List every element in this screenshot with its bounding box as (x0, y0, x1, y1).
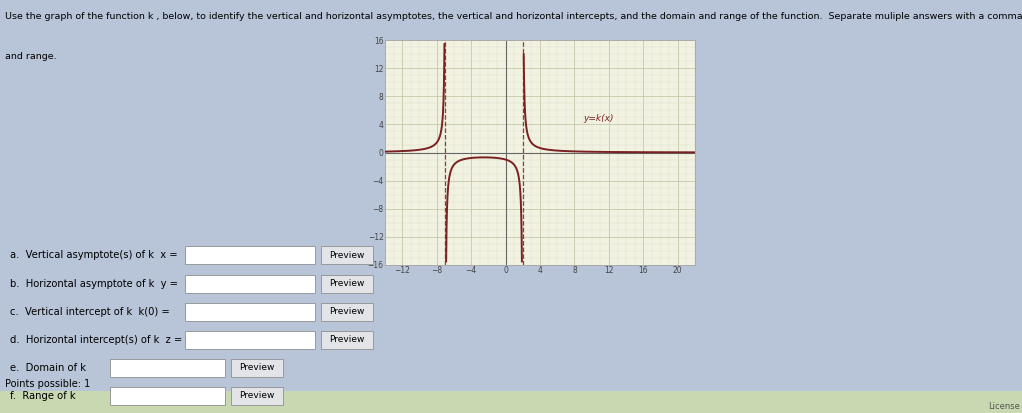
Text: f.  Range of k: f. Range of k (10, 391, 76, 401)
Text: Preview: Preview (239, 392, 275, 401)
Text: a.  Vertical asymptote(s) of k  x =: a. Vertical asymptote(s) of k x = (10, 250, 178, 260)
Text: d.  Horizontal intercept(s) of k  z =: d. Horizontal intercept(s) of k z = (10, 335, 183, 345)
Text: e.  Domain of k: e. Domain of k (10, 363, 86, 373)
Text: and range.: and range. (5, 52, 57, 61)
Text: License: License (988, 402, 1020, 411)
Text: y=k(x): y=k(x) (584, 114, 613, 123)
Text: Preview: Preview (329, 335, 365, 344)
Text: Preview: Preview (329, 308, 365, 316)
Text: Preview: Preview (329, 280, 365, 289)
Text: Points possible: 1: Points possible: 1 (5, 379, 90, 389)
Text: c.  Vertical intercept of k  k(0) =: c. Vertical intercept of k k(0) = (10, 307, 170, 317)
Text: b.  Horizontal asymptote of k  y =: b. Horizontal asymptote of k y = (10, 279, 178, 289)
Text: Preview: Preview (239, 363, 275, 373)
Text: Use the graph of the function k , below, to identify the vertical and horizontal: Use the graph of the function k , below,… (5, 12, 1022, 21)
Text: Preview: Preview (329, 251, 365, 259)
